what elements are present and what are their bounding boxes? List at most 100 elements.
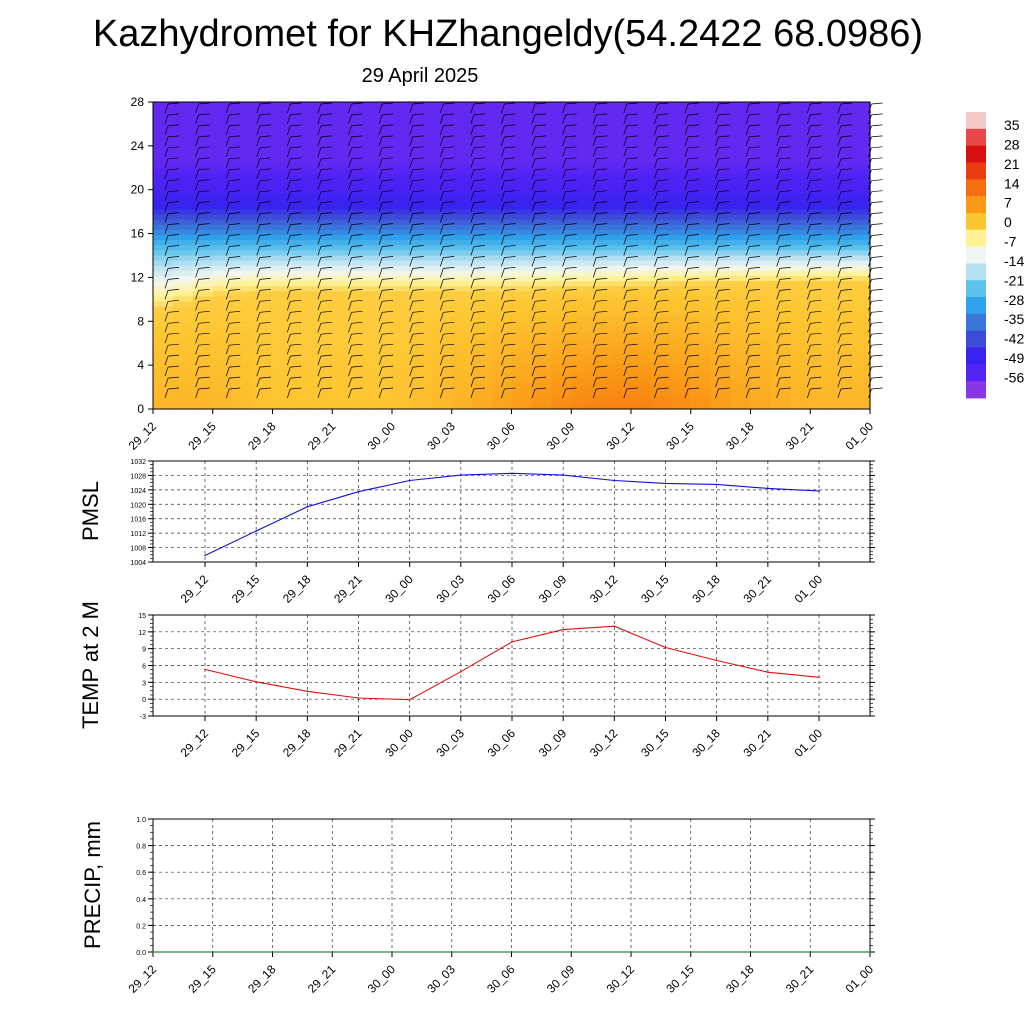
heat-cell [631, 204, 652, 211]
wind-barb-flag [718, 234, 730, 236]
wind-barb-flag [259, 223, 271, 225]
wind-barb-shaft [378, 213, 383, 223]
heat-cell [471, 398, 493, 405]
wind-barb-flag [504, 190, 516, 193]
wind-barb-shaft [470, 323, 475, 333]
heat-cell [332, 357, 353, 364]
wind-barb-flag [565, 179, 577, 182]
wind-barb-flag [687, 278, 700, 280]
heat-cell [650, 383, 672, 390]
heat-cell [690, 142, 712, 149]
heat-cell [312, 388, 333, 395]
wind-barb-flag [657, 135, 669, 138]
heat-cell [810, 281, 831, 287]
wind-barb-flag [320, 212, 332, 214]
wind-barb-flag [290, 267, 302, 269]
heat-cell [392, 347, 413, 354]
heat-cell [730, 393, 752, 400]
wind-barb-flag [167, 310, 180, 313]
heat-cell [411, 291, 433, 298]
wind-barb-flag [382, 212, 394, 214]
heat-cell [471, 112, 493, 118]
heat-cell [352, 291, 373, 298]
heat-cell [312, 178, 333, 185]
heat-cell [272, 137, 294, 144]
heat-cell [551, 204, 572, 211]
wind-barb-flag [412, 234, 424, 236]
wind-barb-flag [687, 223, 700, 225]
wind-barb-shaft [317, 136, 322, 147]
wind-barb-flag [351, 387, 363, 390]
heat-cell [750, 265, 772, 272]
wind-barb-shaft [745, 366, 750, 377]
heat-cell [292, 362, 313, 369]
wind-barb-shaft [439, 290, 444, 300]
heat-cell [650, 137, 672, 144]
heat-cell [571, 281, 592, 287]
heat-cell [252, 107, 274, 113]
heat-cell [511, 153, 533, 159]
wind-barb-shaft [654, 345, 658, 355]
wind-barb-flag [259, 256, 271, 258]
heat-cell [212, 296, 234, 303]
heat-cell [690, 240, 712, 246]
wind-barb-flag [626, 212, 638, 214]
wind-barb-flag [871, 113, 883, 116]
heat-cell [372, 194, 393, 200]
wind-barb-shaft [654, 158, 658, 168]
wind-barb-shaft [378, 268, 383, 278]
wind-barb-shaft [256, 147, 261, 157]
heat-cell [232, 403, 254, 410]
heat-cell [153, 235, 174, 241]
heat-cell [411, 322, 433, 328]
heat-cell [830, 393, 851, 400]
wind-barb-flag [167, 212, 180, 214]
wind-barb-shaft [623, 147, 628, 157]
heat-cell [790, 281, 811, 287]
wind-barb-shaft [501, 191, 505, 201]
heat-cell [192, 332, 214, 338]
heat-cell [670, 178, 692, 185]
heat-cell [471, 204, 493, 211]
heat-cell [471, 127, 493, 134]
heat-cell [830, 352, 851, 359]
heat-cell [232, 142, 254, 149]
wind-barb-shaft [164, 312, 169, 322]
wind-barb-shaft [776, 246, 781, 256]
wind-barb-flag [320, 278, 332, 280]
heat-cell [790, 163, 811, 170]
wind-barb-flag [167, 223, 180, 225]
heat-cell [352, 316, 373, 323]
heat-cell [312, 240, 333, 246]
wind-barb-shaft [256, 290, 261, 300]
wind-barb-shaft [806, 180, 811, 190]
heat-cell [810, 183, 831, 190]
heat-cell [790, 296, 811, 303]
wind-barb-shaft [623, 268, 628, 278]
heat-cell [551, 117, 572, 124]
heat-cell [730, 178, 752, 185]
wind-barb-flag [657, 387, 669, 390]
wind-barb-flag [718, 343, 730, 346]
heat-cell [531, 127, 552, 134]
heat-cell [312, 158, 333, 164]
wind-barb-flag [504, 387, 516, 390]
wind-barb-shaft [317, 169, 322, 179]
heat-cell [531, 291, 552, 298]
wind-barb-flag [810, 157, 822, 160]
heat-cell [531, 250, 552, 257]
heat-cell [591, 107, 612, 113]
heat-cell [730, 398, 752, 405]
wind-barb-flag [871, 289, 883, 291]
wind-barb-flag [596, 387, 608, 390]
wind-barb-shaft [776, 103, 781, 114]
heat-cell [531, 102, 552, 108]
heat-cell [810, 168, 831, 175]
heat-cell [192, 260, 214, 267]
heat-cell [172, 311, 194, 318]
heat-cell [531, 265, 552, 272]
wind-barb-flag [871, 299, 883, 302]
heat-cell [372, 301, 393, 308]
heat-cell [312, 214, 333, 221]
heat-cell [451, 219, 473, 226]
